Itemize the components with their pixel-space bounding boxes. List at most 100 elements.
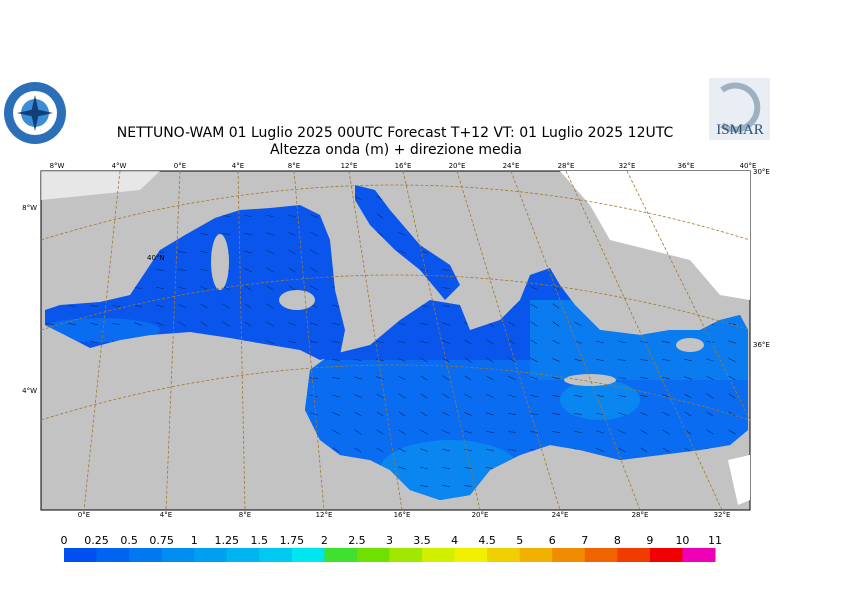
- wave-arrow: [376, 447, 384, 453]
- wave-arrow: [310, 412, 318, 416]
- wave-arrow: [177, 251, 187, 253]
- wave-arrow: [441, 485, 451, 487]
- wave-arrow: [618, 447, 626, 453]
- wave-arrow: [595, 395, 605, 397]
- wave-arrow: [574, 321, 582, 327]
- wave-arrow: [684, 393, 692, 399]
- wave-arrow: [420, 411, 428, 417]
- wave-arrow: [376, 231, 384, 237]
- wave-arrow: [156, 286, 164, 290]
- legend-label: 10: [675, 534, 689, 547]
- wave-arrow: [419, 485, 429, 487]
- wave-arrow: [310, 249, 318, 255]
- wave-arrow: [221, 233, 231, 235]
- wave-arrow: [199, 233, 209, 235]
- legend-label: 2.5: [348, 534, 366, 547]
- wave-arrow: [266, 232, 274, 236]
- wave-arrow: [200, 321, 208, 327]
- lat-label-inner: 40°N: [147, 254, 165, 262]
- wave-arrow: [464, 357, 472, 363]
- lon-label-top: 24°E: [503, 162, 520, 170]
- wave-arrow: [332, 447, 340, 453]
- wave-arrow: [45, 323, 55, 325]
- wave-arrow: [441, 287, 451, 289]
- wave-arrow: [332, 377, 340, 379]
- wave-arrow: [728, 411, 736, 417]
- wave-arrow: [662, 429, 670, 435]
- wave-arrow: [617, 377, 627, 379]
- wave-arrow: [661, 359, 671, 361]
- wave-arrow: [67, 323, 77, 325]
- legend-label: 9: [646, 534, 653, 547]
- legend-swatch: [161, 548, 195, 562]
- wave-arrow: [551, 395, 561, 397]
- wave-arrow: [266, 285, 274, 291]
- wave-arrow: [332, 322, 340, 326]
- wave-arrow: [442, 448, 450, 452]
- wave-arrow: [640, 447, 648, 453]
- legend-label: 11: [708, 534, 722, 547]
- wave-arrow: [552, 358, 560, 362]
- wave-arrow: [354, 195, 362, 201]
- legend-label: 1.25: [215, 534, 240, 547]
- wave-arrow: [244, 285, 252, 291]
- wave-arrow: [662, 394, 670, 398]
- wave-arrow: [463, 485, 473, 487]
- lat-label-left: 8°W: [22, 204, 37, 212]
- wave-arrow: [376, 358, 384, 362]
- legend-swatch: [194, 548, 228, 562]
- wave-arrow: [398, 447, 406, 453]
- legend-swatch: [617, 548, 651, 562]
- lon-label-top: 0°E: [174, 162, 186, 170]
- wave-arrow: [661, 341, 671, 343]
- lon-label-bottom: 4°E: [160, 511, 172, 519]
- lon-label-bottom: 20°E: [472, 511, 489, 519]
- lon-label-top: 4°W: [112, 162, 127, 170]
- wave-arrow: [244, 303, 252, 309]
- wave-arrow: [178, 304, 186, 308]
- lon-label-top: 32°E: [619, 162, 636, 170]
- wave-arrow: [398, 250, 406, 254]
- wave-arrow: [376, 429, 384, 435]
- wave-arrow: [508, 412, 516, 416]
- wave-arrow: [420, 340, 428, 344]
- lon-label-top: 36°E: [678, 162, 695, 170]
- legend-label: 2: [321, 534, 328, 547]
- lat-label-left: 4°W: [22, 387, 37, 395]
- wave-arrow: [640, 412, 648, 416]
- legend-swatch: [356, 548, 390, 562]
- wave-arrow: [178, 286, 186, 290]
- wave-arrow: [331, 359, 341, 361]
- wave-arrow: [178, 269, 186, 271]
- wave-arrow: [288, 214, 296, 218]
- wave-arrow: [244, 250, 252, 254]
- wave-arrow: [529, 431, 539, 433]
- lon-label-bottom: 24°E: [552, 511, 569, 519]
- logo-text: ISMAR: [716, 122, 764, 138]
- lon-label-top: 8°W: [50, 162, 65, 170]
- wave-arrow: [464, 430, 472, 434]
- lon-label-bottom: 12°E: [316, 511, 333, 519]
- lon-label-top: 4°E: [232, 162, 244, 170]
- legend-swatch: [226, 548, 260, 562]
- wave-arrow: [486, 357, 494, 363]
- wave-arrow: [486, 339, 494, 345]
- wave-arrow: [530, 376, 538, 380]
- wave-arrow: [398, 231, 406, 237]
- legend-label: 6: [549, 534, 556, 547]
- wave-arrow: [200, 303, 208, 309]
- wave-arrow: [200, 251, 208, 253]
- wave-arrow: [397, 323, 407, 325]
- wave-arrow: [618, 395, 626, 397]
- wave-arrow: [640, 429, 648, 435]
- wave-arrow: [662, 411, 670, 417]
- wave-arrow: [288, 322, 296, 326]
- wave-arrow: [552, 339, 560, 345]
- legend-swatch: [291, 548, 325, 562]
- wave-arrow: [464, 393, 472, 399]
- wave-arrow: [442, 393, 450, 399]
- wave-arrow: [420, 429, 428, 435]
- wave-arrow: [354, 411, 362, 417]
- wave-arrow: [530, 321, 538, 327]
- wave-arrow: [222, 321, 230, 327]
